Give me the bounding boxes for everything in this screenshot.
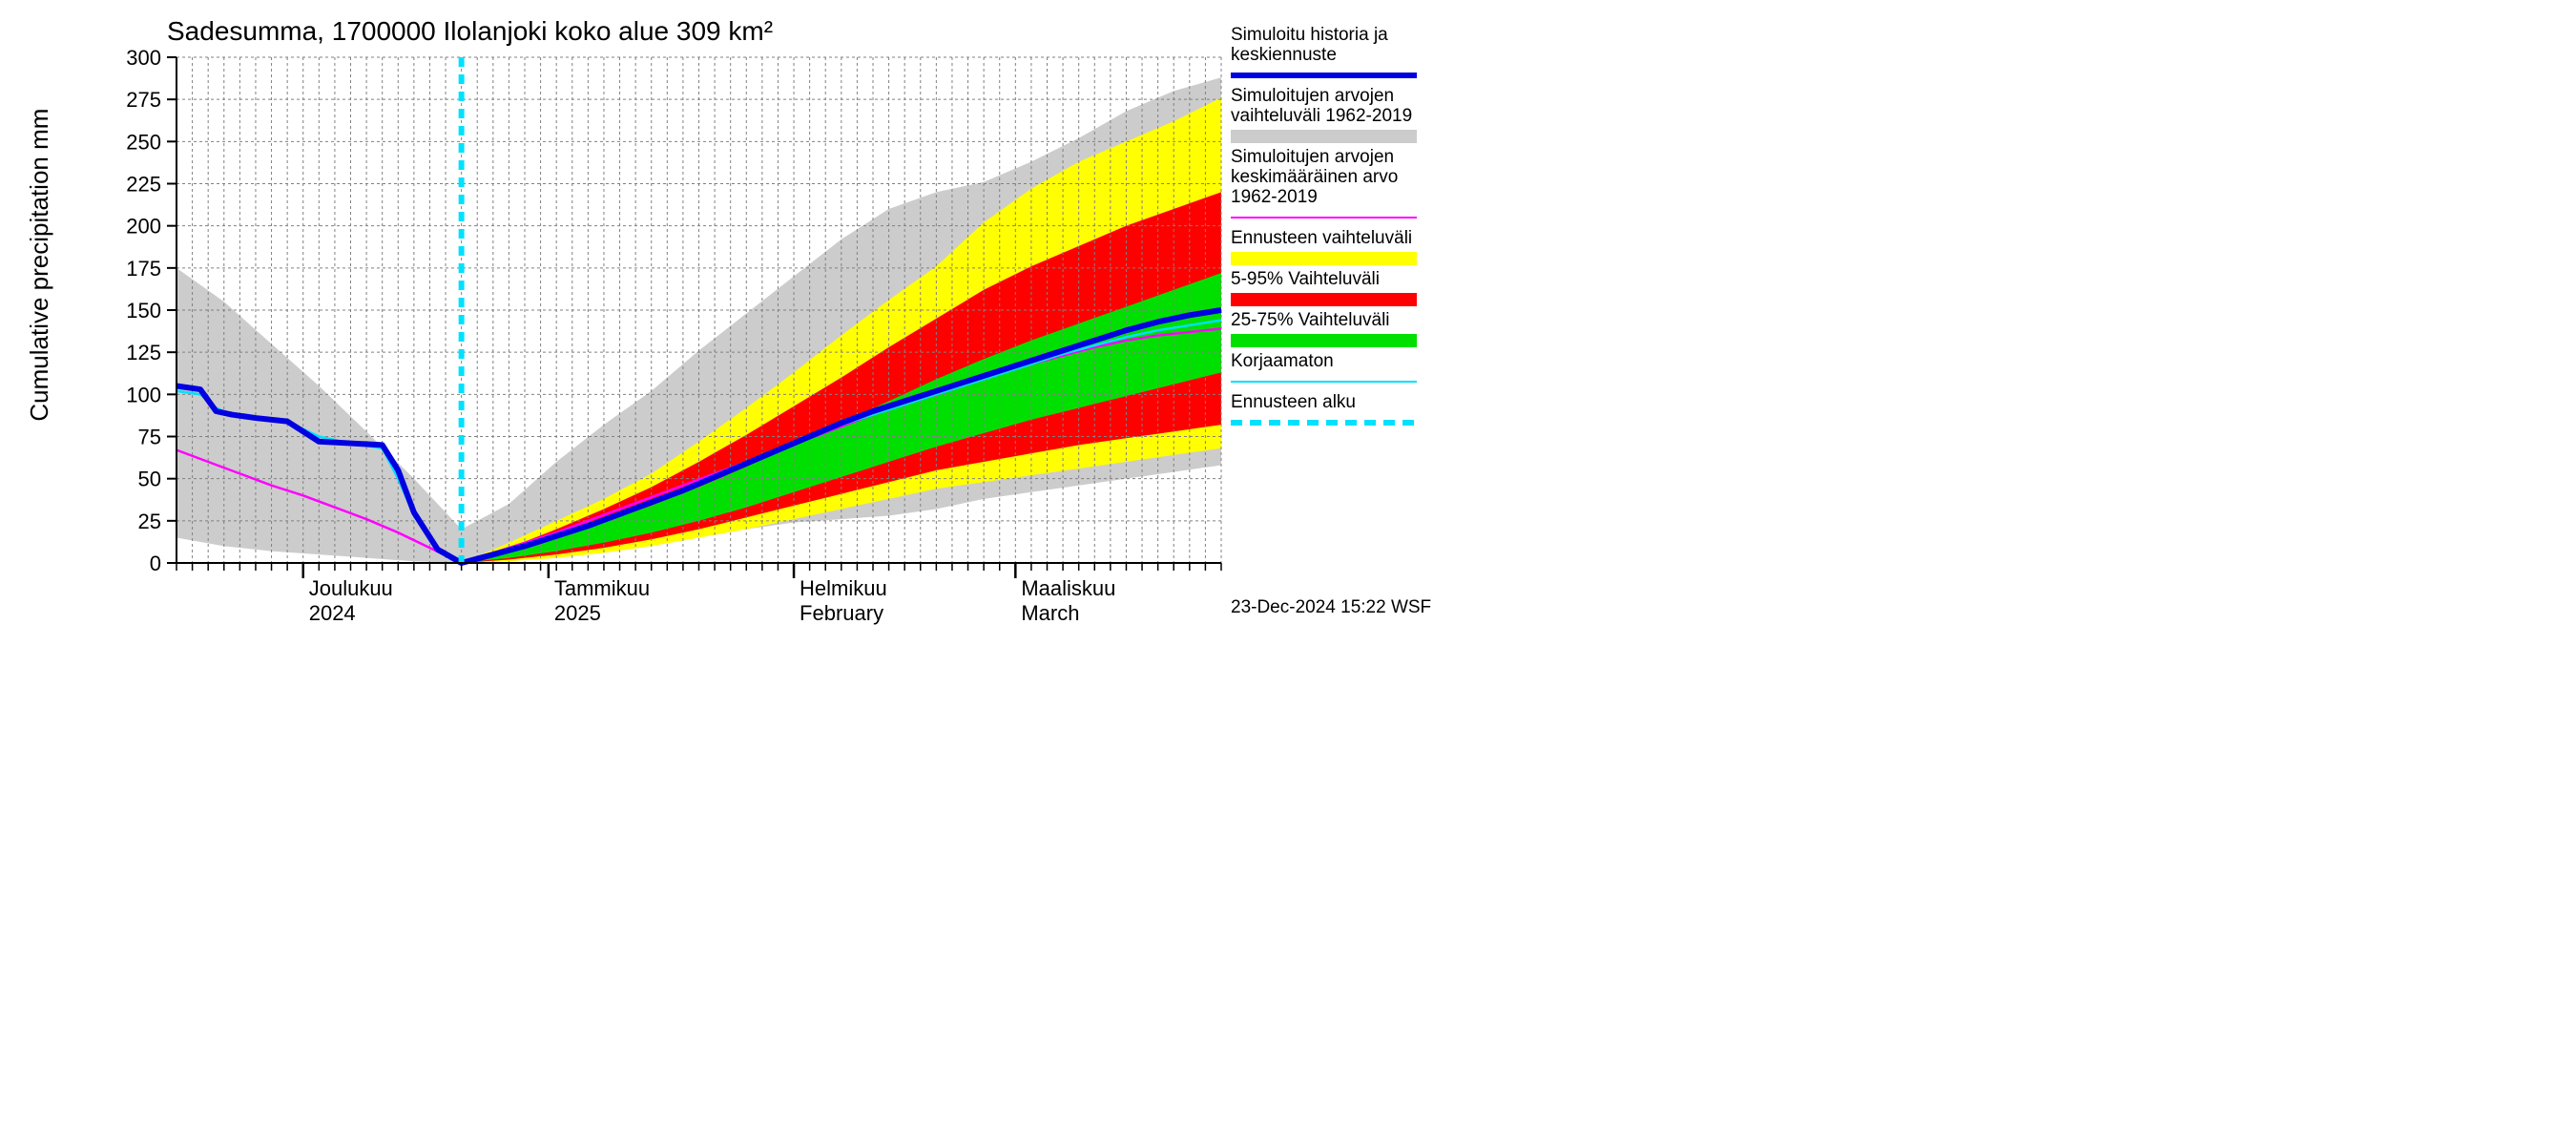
y-tick-label: 175 bbox=[126, 257, 161, 281]
legend-swatch bbox=[1231, 334, 1417, 347]
legend-label: Simuloitujen arvojen bbox=[1231, 86, 1394, 106]
legend-label: Ennusteen alku bbox=[1231, 392, 1356, 412]
legend-label: Simuloitujen arvojen bbox=[1231, 147, 1394, 167]
y-tick-label: 100 bbox=[126, 383, 161, 406]
legend-label: 25-75% Vaihteluväli bbox=[1231, 310, 1390, 330]
x-year-label: February bbox=[800, 601, 883, 625]
chart-title: Sadesumma, 1700000 Ilolanjoki koko alue … bbox=[167, 16, 773, 46]
chart-svg: 0 25 50 75 100 125 150 175 200 225 250 275 300 Jouluk… bbox=[0, 0, 1431, 649]
y-tick-label: 200 bbox=[126, 215, 161, 239]
footer-timestamp: 23-Dec-2024 15:22 WSFS-O bbox=[1231, 597, 1431, 617]
x-year-label: 2025 bbox=[554, 601, 601, 625]
x-month-label: Maaliskuu bbox=[1021, 576, 1115, 600]
y-tick-label: 150 bbox=[126, 299, 161, 323]
y-axis-label: Cumulative precipitation mm bbox=[25, 109, 53, 422]
legend-swatch bbox=[1231, 130, 1417, 143]
legend-label: Korjaamaton bbox=[1231, 351, 1334, 371]
x-year-label: 2024 bbox=[309, 601, 356, 625]
x-month-label: Tammikuu bbox=[554, 576, 650, 600]
y-tick-label: 275 bbox=[126, 88, 161, 112]
y-tick-label: 25 bbox=[138, 510, 161, 533]
y-tick-label: 250 bbox=[126, 130, 161, 154]
x-year-label: March bbox=[1021, 601, 1079, 625]
y-tick-label: 125 bbox=[126, 341, 161, 364]
legend-label: vaihteluväli 1962-2019 bbox=[1231, 106, 1412, 126]
legend-swatch bbox=[1231, 252, 1417, 265]
legend-label: keskimääräinen arvo bbox=[1231, 167, 1398, 187]
legend-swatch bbox=[1231, 293, 1417, 306]
y-tick-label: 0 bbox=[150, 552, 161, 575]
legend-label: 1962-2019 bbox=[1231, 187, 1318, 207]
x-month-label: Joulukuu bbox=[309, 576, 393, 600]
legend-label: Simuloitu historia ja bbox=[1231, 25, 1388, 45]
legend-label: keskiennuste bbox=[1231, 45, 1337, 65]
x-month-label: Helmikuu bbox=[800, 576, 887, 600]
legend-label: 5-95% Vaihteluväli bbox=[1231, 269, 1380, 289]
precipitation-forecast-chart: 0 25 50 75 100 125 150 175 200 225 250 275 300 Jouluk… bbox=[0, 0, 1431, 649]
y-tick-label: 225 bbox=[126, 173, 161, 197]
y-tick-label: 50 bbox=[138, 468, 161, 491]
y-tick-label: 300 bbox=[126, 46, 161, 70]
y-tick-label: 75 bbox=[138, 426, 161, 449]
legend-label: Ennusteen vaihteluväli bbox=[1231, 228, 1412, 248]
